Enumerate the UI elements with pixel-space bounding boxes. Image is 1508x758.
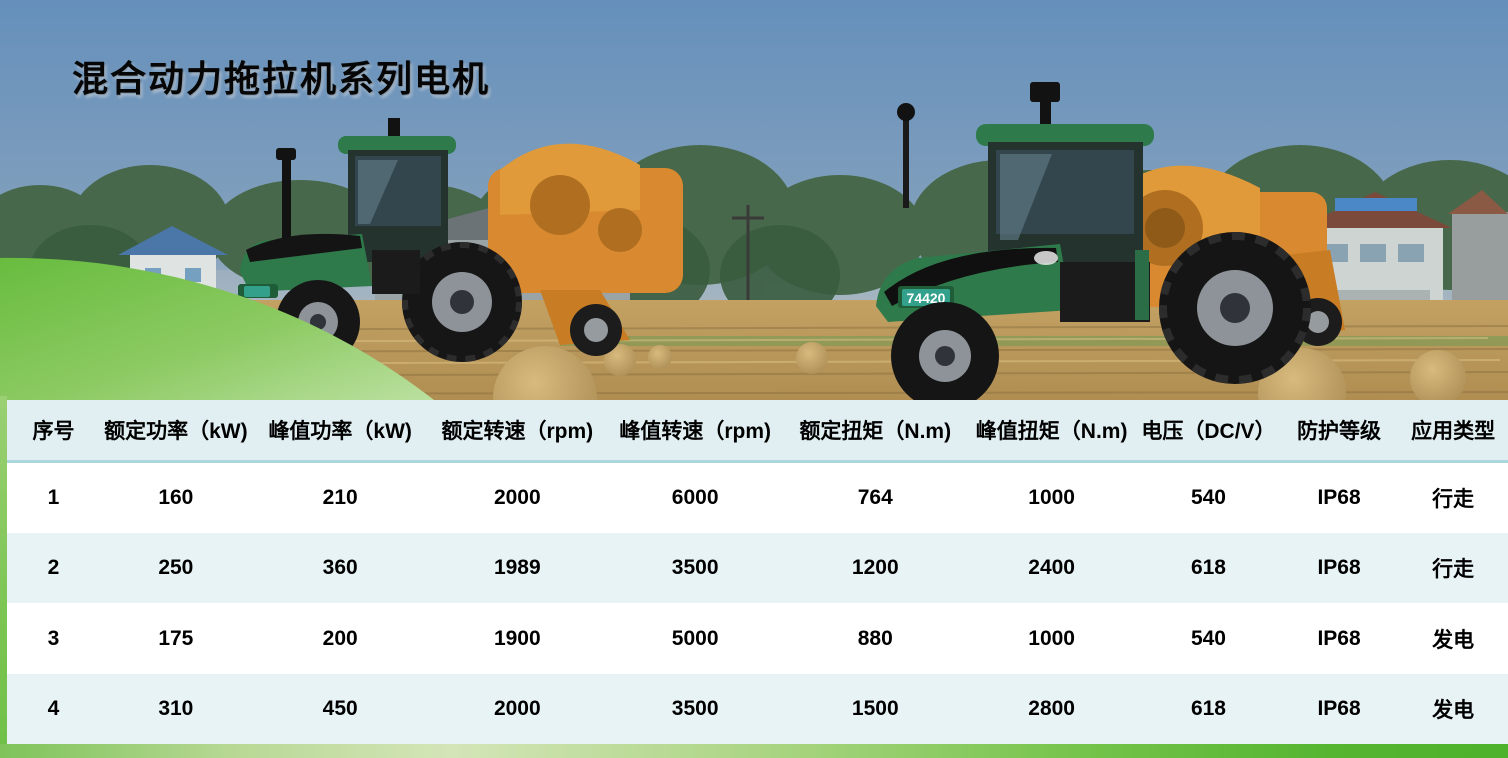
tractor-license-plate: 74420 <box>907 290 946 306</box>
cell: 175 <box>100 603 252 674</box>
table-row: 1 160 210 2000 6000 764 1000 540 IP68 行走 <box>7 461 1508 534</box>
green-accent-stripe <box>0 396 7 758</box>
cell: IP68 <box>1279 533 1399 604</box>
cell: 540 <box>1137 603 1280 674</box>
green-curve-accent <box>0 257 434 400</box>
cell: 2400 <box>966 533 1138 604</box>
cell: 1000 <box>966 603 1138 674</box>
col-header-peak-speed: 峰值转速（rpm) <box>605 400 785 463</box>
cell: 618 <box>1137 533 1280 604</box>
cell: 210 <box>251 461 429 534</box>
col-header-application: 应用类型 <box>1398 400 1508 463</box>
col-header-index: 序号 <box>7 400 101 463</box>
cell: 1000 <box>966 461 1138 534</box>
cell: 4 <box>7 673 101 744</box>
cell: 450 <box>251 673 429 744</box>
motor-spec-table: 序号 额定功率（kW) 峰值功率（kW) 额定转速（rpm) 峰值转速（rpm)… <box>7 400 1508 744</box>
cell: 764 <box>784 461 967 534</box>
cell: 2 <box>7 533 101 604</box>
cell: 发电 <box>1398 673 1508 744</box>
cell: 5000 <box>605 603 785 674</box>
cell: 880 <box>784 603 967 674</box>
cell: 行走 <box>1398 461 1508 534</box>
tractor-field-photo: 74420 <box>0 0 1508 400</box>
col-header-voltage: 电压（DC/V） <box>1137 400 1280 463</box>
cell: 160 <box>100 461 252 534</box>
table-row: 4 310 450 2000 3500 1500 2800 618 IP68 发… <box>7 673 1508 744</box>
cell: 1 <box>7 461 101 534</box>
cell: 1200 <box>784 533 967 604</box>
cell: 540 <box>1137 461 1280 534</box>
cell: 1989 <box>428 533 606 604</box>
col-header-rated-speed: 额定转速（rpm) <box>428 400 606 463</box>
cell: 2000 <box>428 673 606 744</box>
cell: IP68 <box>1279 461 1399 534</box>
cell: 618 <box>1137 673 1280 744</box>
cell: 250 <box>100 533 252 604</box>
cell: 360 <box>251 533 429 604</box>
cell: 3500 <box>605 533 785 604</box>
cell: 行走 <box>1398 533 1508 604</box>
cell: 6000 <box>605 461 785 534</box>
cell: 1900 <box>428 603 606 674</box>
col-header-peak-power: 峰值功率（kW) <box>251 400 429 463</box>
cell: 3 <box>7 603 101 674</box>
col-header-rated-torque: 额定扭矩（N.m) <box>784 400 967 463</box>
green-bottom-bar <box>0 744 1508 758</box>
table-header-row: 序号 额定功率（kW) 峰值功率（kW) 额定转速（rpm) 峰值转速（rpm)… <box>7 400 1508 463</box>
cell: 200 <box>251 603 429 674</box>
table-row: 3 175 200 1900 5000 880 1000 540 IP68 发电 <box>7 603 1508 674</box>
cell: 发电 <box>1398 603 1508 674</box>
page-title: 混合动力拖拉机系列电机 <box>72 58 491 99</box>
cell: 2800 <box>966 673 1138 744</box>
table-row: 2 250 360 1989 3500 1200 2400 618 IP68 行… <box>7 533 1508 604</box>
cell: 3500 <box>605 673 785 744</box>
cell: 1500 <box>784 673 967 744</box>
left-baler <box>488 143 683 356</box>
col-header-protection: 防护等级 <box>1279 400 1399 463</box>
cell: 2000 <box>428 461 606 534</box>
col-header-peak-torque: 峰值扭矩（N.m) <box>966 400 1138 463</box>
cell: IP68 <box>1279 673 1399 744</box>
utility-pole <box>732 205 764 315</box>
motor-spec-table-wrap: 序号 额定功率（kW) 峰值功率（kW) 额定转速（rpm) 峰值转速（rpm)… <box>7 400 1508 744</box>
cell: 310 <box>100 673 252 744</box>
cell: IP68 <box>1279 603 1399 674</box>
col-header-rated-power: 额定功率（kW) <box>100 400 252 463</box>
right-tractor: 74420 <box>876 82 1311 400</box>
